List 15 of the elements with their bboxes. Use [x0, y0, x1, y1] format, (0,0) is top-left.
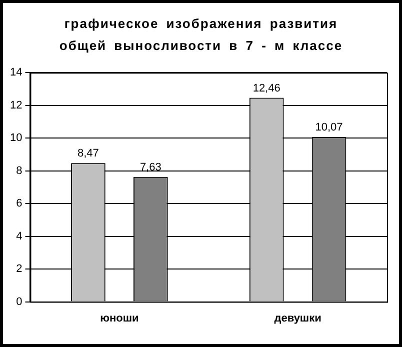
- text: 7,63: [140, 161, 162, 174]
- y-tick-label: 10: [10, 132, 22, 144]
- y-tick-label: 4: [16, 230, 22, 242]
- y-tick-label: 12: [10, 99, 22, 112]
- y-tick-label: 0: [16, 296, 22, 308]
- y-tick-label: 2: [16, 263, 22, 276]
- x-tick-label: девушки: [274, 312, 322, 324]
- text: 10,07: [315, 121, 343, 134]
- y-tick-label: 14: [10, 66, 22, 79]
- y-tick-label: 6: [16, 198, 22, 210]
- x-tick-label: юноши: [100, 312, 139, 324]
- chart-title: графическое изображения развития общей выносливости в 7 - м классе: [58, 15, 344, 55]
- text: 8,47: [78, 148, 99, 160]
- y-tick-label: 8: [16, 164, 22, 177]
- text: 12,46: [252, 82, 280, 94]
